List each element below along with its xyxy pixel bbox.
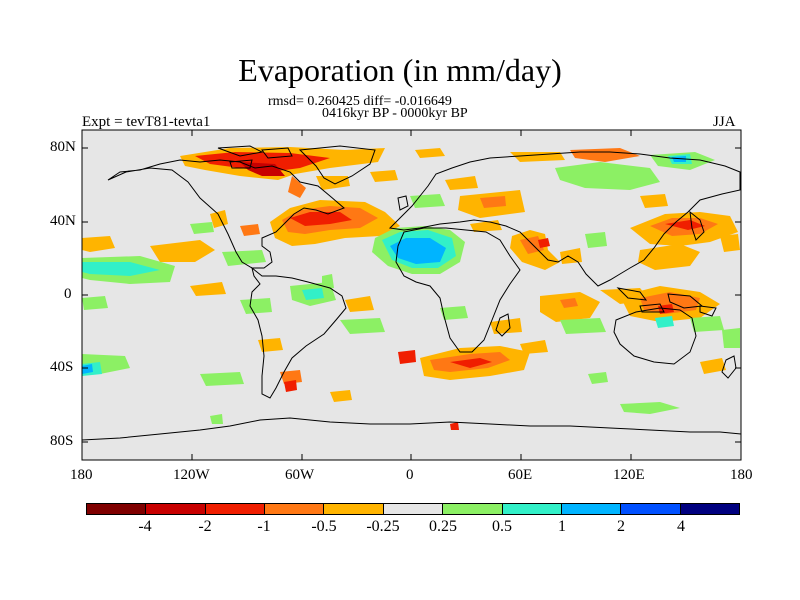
colorbar-label: -0.25 bbox=[366, 518, 400, 535]
colorbar-label: 0.5 bbox=[492, 518, 512, 535]
season-label: JJA bbox=[713, 114, 736, 130]
map-title: Evaporation (in mm/day) bbox=[238, 52, 562, 88]
coastlines bbox=[82, 145, 741, 460]
colorbar-box bbox=[561, 504, 622, 514]
experiment-label: Expt = tevT81-tevta1 bbox=[82, 114, 211, 130]
colorbar bbox=[86, 503, 740, 515]
colorbar-box bbox=[146, 504, 206, 514]
colorbar-label: 2 bbox=[617, 518, 625, 535]
lat-label: 0 bbox=[64, 286, 72, 302]
colorbar-box bbox=[265, 504, 325, 514]
lat-label: 80S bbox=[50, 433, 74, 449]
lon-label: 120E bbox=[613, 467, 645, 483]
rmsd-diff-stats: rmsd= 0.260425 diff= -0.016649 bbox=[268, 94, 452, 109]
colorbar-label: -4 bbox=[138, 518, 152, 535]
lon-label: 120W bbox=[173, 467, 210, 483]
lat-label: 80N bbox=[50, 139, 76, 155]
colorbar-box bbox=[324, 504, 384, 514]
colorbar-label: -1 bbox=[257, 518, 271, 535]
lon-label: 180 bbox=[730, 467, 753, 483]
colorbar-label: -0.5 bbox=[311, 518, 337, 535]
colorbar-box bbox=[502, 504, 562, 514]
colorbar-label: 1 bbox=[558, 518, 566, 535]
lat-label: 40N bbox=[50, 213, 76, 229]
colorbar-box bbox=[621, 504, 681, 514]
colorbar-box bbox=[383, 504, 444, 514]
lat-label: 40S bbox=[50, 359, 74, 375]
colorbar-box bbox=[205, 504, 266, 514]
colorbar-box bbox=[680, 504, 739, 514]
period-label: 0416kyr BP - 0000kyr BP bbox=[322, 106, 468, 121]
colorbar-label: 4 bbox=[677, 518, 685, 535]
axis-ticks bbox=[82, 130, 741, 460]
colorbar-box bbox=[87, 504, 147, 514]
lon-label: 0 bbox=[406, 467, 414, 483]
lon-label: 180 bbox=[70, 467, 93, 483]
colorbar-label: 0.25 bbox=[429, 518, 457, 535]
colorbar-label: -2 bbox=[198, 518, 212, 535]
lon-label: 60E bbox=[508, 467, 533, 483]
lon-label: 60W bbox=[285, 467, 315, 483]
colorbar-box bbox=[443, 504, 503, 514]
